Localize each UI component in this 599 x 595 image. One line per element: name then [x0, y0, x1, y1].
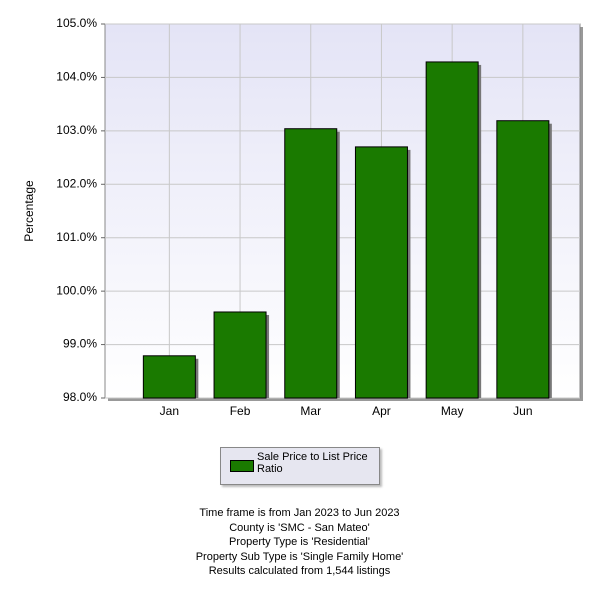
- bar: [425, 61, 479, 399]
- note: Property Sub Type is 'Single Family Home…: [195, 550, 404, 563]
- x-tick-label: Apr: [372, 404, 391, 418]
- note: Property Type is 'Residential': [229, 536, 370, 548]
- legend-label: Sale Price to List Price Ratio: [257, 451, 368, 475]
- bar: [142, 355, 196, 399]
- y-tick-label: 103.0%: [56, 123, 97, 137]
- y-tick-label: 100.0%: [56, 283, 97, 297]
- x-tick-label: Mar: [300, 404, 321, 418]
- y-tick-label: 99.0%: [63, 337, 97, 351]
- x-tick-label: May: [441, 404, 464, 418]
- bar: [496, 120, 550, 399]
- x-tick-label: Jun: [513, 404, 532, 418]
- y-tick-label: 98.0%: [63, 390, 97, 404]
- bar: [354, 146, 408, 399]
- y-tick-label: 105.0%: [56, 16, 97, 30]
- x-tick-label: Jan: [160, 404, 179, 418]
- note: Results calculated from 1,544 listings: [208, 565, 391, 577]
- x-tick-label: Feb: [230, 404, 251, 418]
- legend: Sale Price to List Price Ratio: [220, 447, 380, 485]
- bar: [213, 311, 267, 399]
- y-tick-label: 104.0%: [56, 70, 97, 84]
- y-axis-title: Percentage: [22, 180, 36, 242]
- legend-swatch: [230, 460, 254, 472]
- notes: Time frame is from Jan 2023 to Jun 2023 C…: [0, 506, 599, 579]
- note: Time frame is from Jan 2023 to Jun 2023: [199, 507, 400, 519]
- y-tick-label: 101.0%: [56, 230, 97, 244]
- chart: Percentage 98.0% 99.0% 100.0% 101.0% 102.0% 1…: [22, 16, 583, 418]
- y-tick-label: 102.0%: [56, 176, 97, 190]
- note: County is 'SMC - San Mateo': [229, 521, 370, 534]
- bar: [284, 128, 338, 399]
